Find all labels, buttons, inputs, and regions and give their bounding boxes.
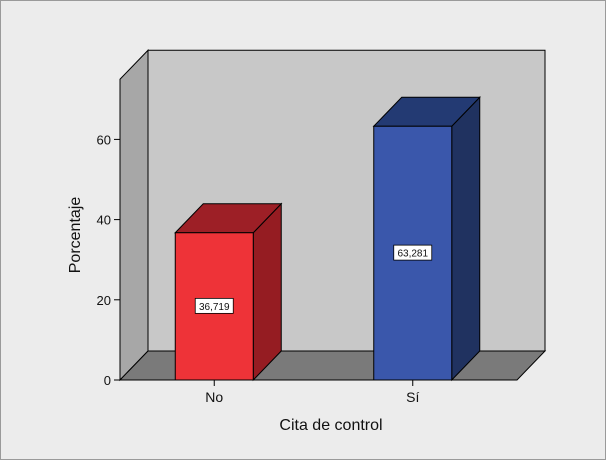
chart-labels: 36,719 No 63,281 Sí <box>194 244 433 405</box>
y-tick-label: 60 <box>97 132 111 147</box>
bar-side-0 <box>252 202 282 382</box>
data-label-text: 36,719 <box>199 302 230 313</box>
y-axis-title: Porcentaje <box>67 197 84 274</box>
y-tick-label: 20 <box>97 293 111 308</box>
data-label-box <box>194 297 234 314</box>
x-axis-title: Cita de control <box>279 417 382 434</box>
x-tick-label-1: Sí <box>406 389 419 405</box>
bar-side-1 <box>451 96 481 382</box>
chart-axes: 0 20 40 60 <box>97 79 414 388</box>
y-tick-label: 0 <box>104 373 111 388</box>
side-wall <box>119 49 149 382</box>
x-tick-label-0: No <box>205 389 223 405</box>
data-label-box <box>393 244 433 261</box>
data-label-text: 63,281 <box>397 249 428 260</box>
y-tick-label: 40 <box>97 213 111 228</box>
data-label-0: 36,719 <box>194 297 234 314</box>
data-label-1: 63,281 <box>393 244 433 261</box>
